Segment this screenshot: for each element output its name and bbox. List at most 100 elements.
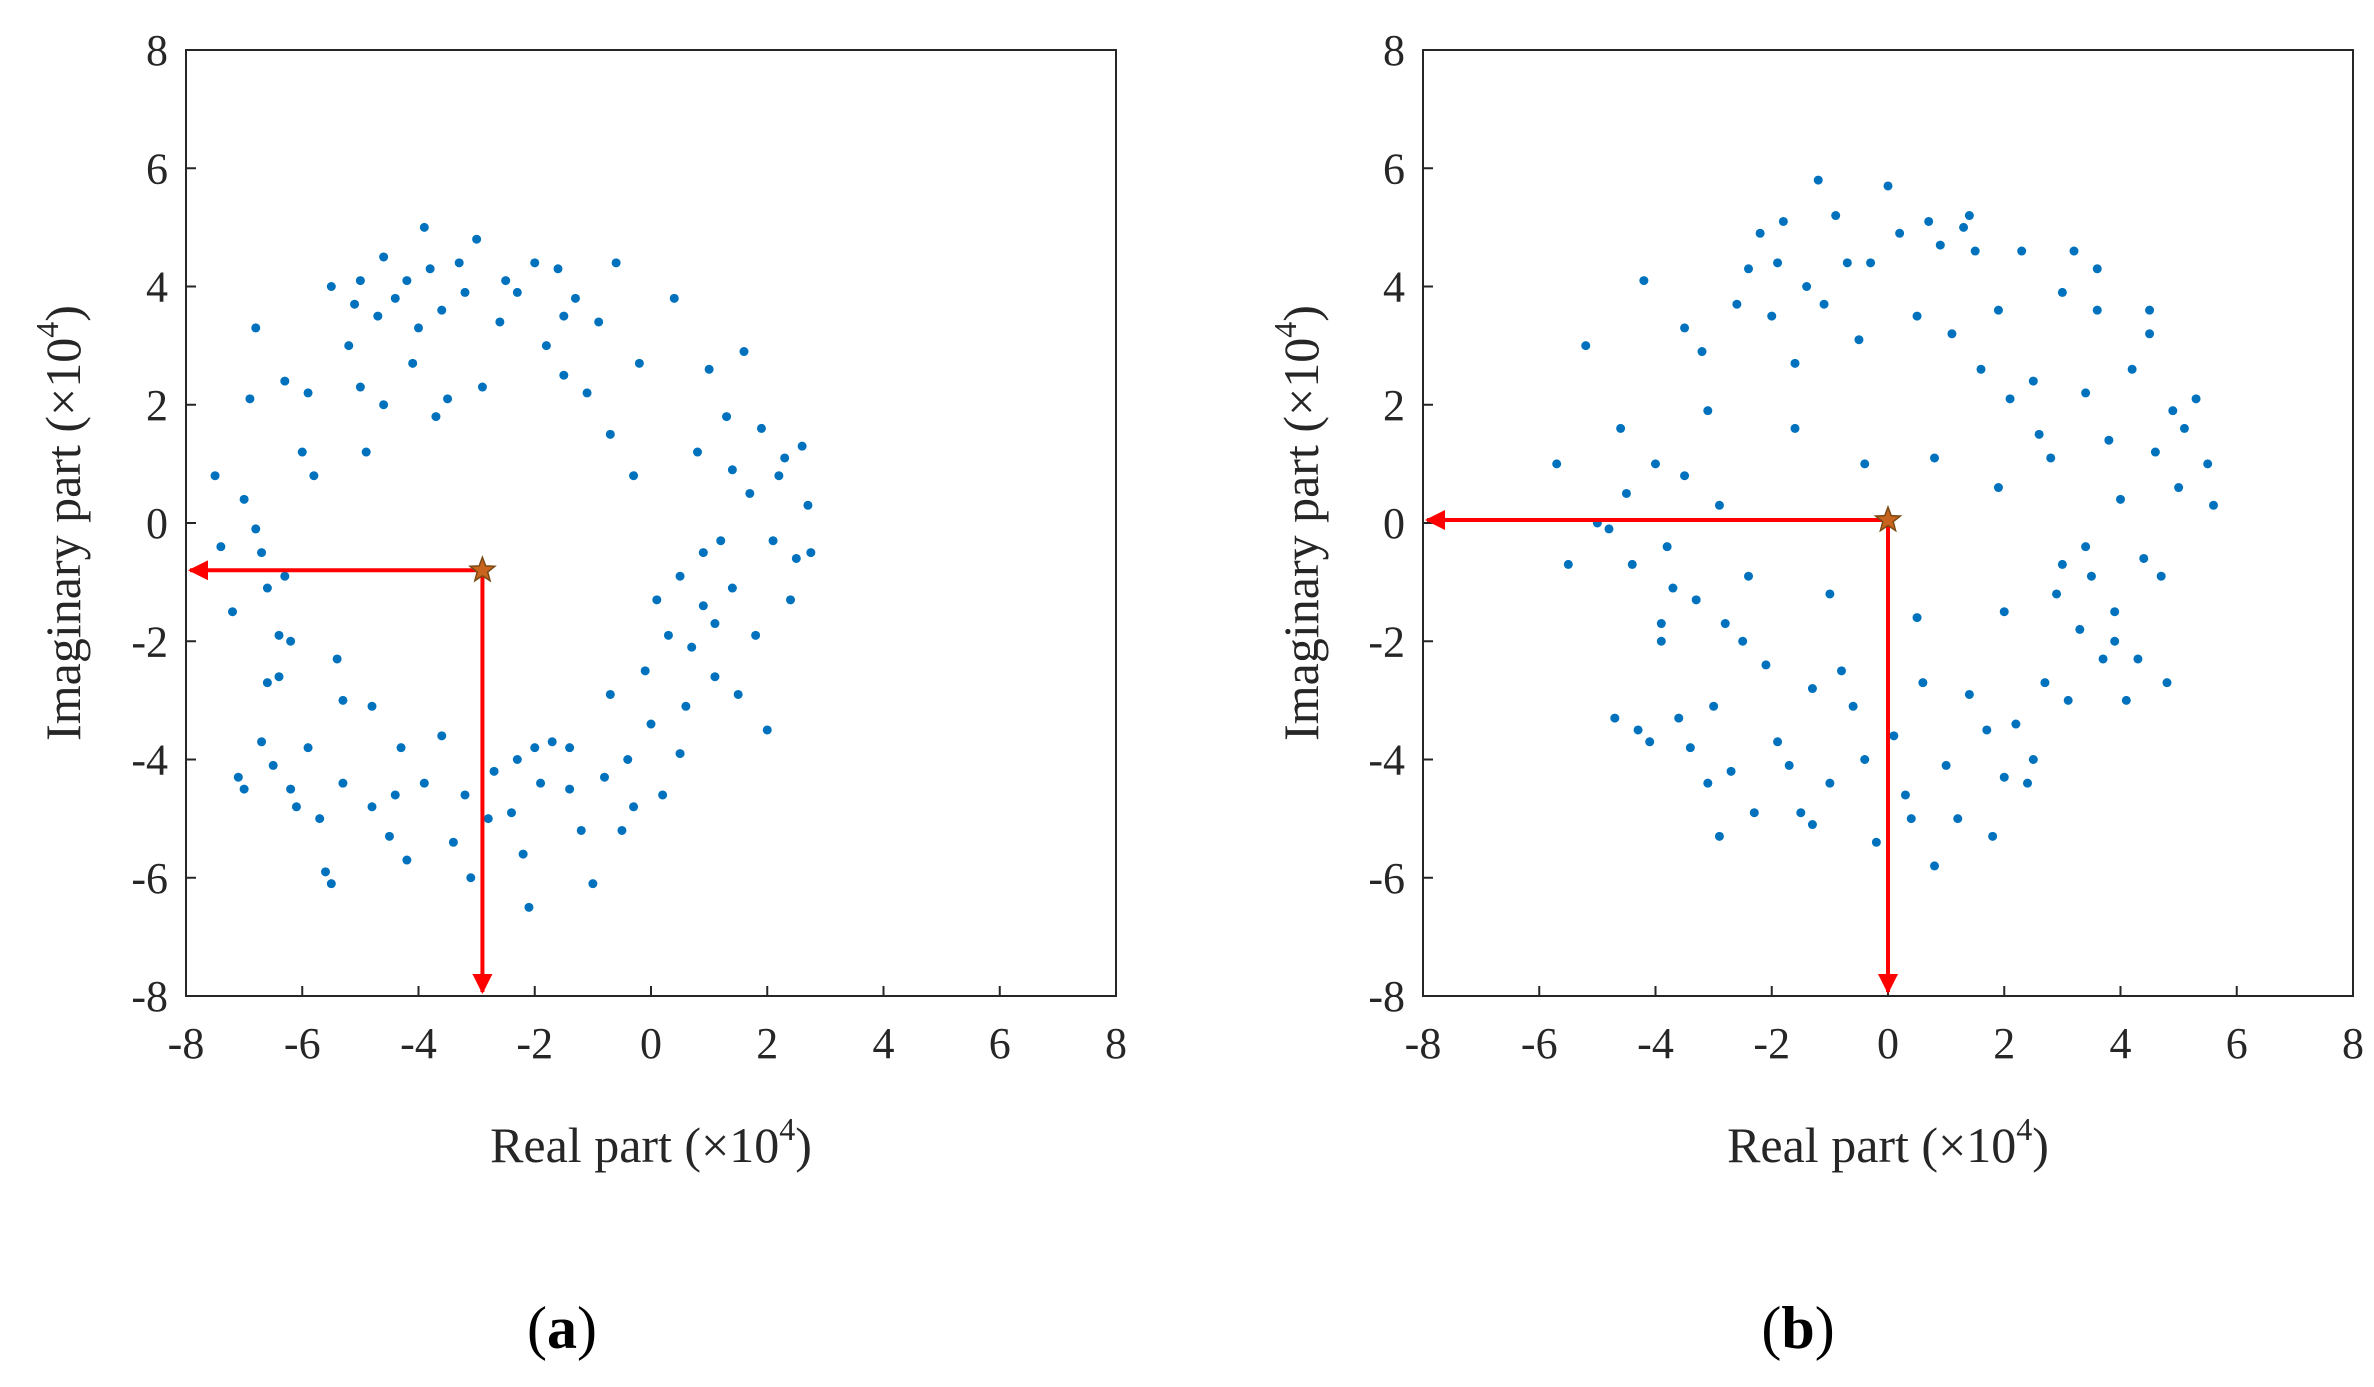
scatter-point bbox=[675, 571, 685, 581]
scatter-point bbox=[1825, 778, 1835, 788]
scatter-point bbox=[1848, 701, 1858, 711]
scatter-point bbox=[1871, 837, 1881, 847]
scatter-point bbox=[605, 429, 615, 439]
x-tick-label: -6 bbox=[1521, 1019, 1558, 1068]
scatter-point bbox=[652, 595, 662, 605]
scatter-point bbox=[693, 447, 702, 457]
scatter-point bbox=[617, 825, 627, 835]
scatter-point bbox=[582, 388, 592, 398]
scatter-point bbox=[2069, 246, 2079, 256]
scatter-point bbox=[384, 831, 394, 841]
scatter-point bbox=[1726, 766, 1736, 776]
scatter-point bbox=[419, 778, 429, 788]
scatter-point bbox=[257, 548, 267, 558]
scatter-point bbox=[1662, 542, 1672, 552]
y-tick-label: 2 bbox=[1383, 381, 1405, 430]
scatter-point bbox=[1651, 459, 1660, 469]
scatter-point bbox=[727, 465, 737, 475]
scatter-point bbox=[2098, 654, 2108, 664]
scatter-point bbox=[2203, 459, 2213, 469]
scatter-point bbox=[2168, 406, 2178, 416]
scatter-point bbox=[1616, 423, 1626, 433]
scatter-point bbox=[1755, 228, 1765, 238]
scatter-point bbox=[2110, 607, 2120, 617]
scatter-point bbox=[623, 755, 633, 764]
panel-b-xlabel: Real part (×104) bbox=[1727, 1111, 2049, 1173]
y-tick-label: -6 bbox=[1368, 854, 1405, 903]
scatter-point bbox=[600, 772, 609, 782]
scatter-point bbox=[1860, 459, 1870, 469]
scatter-point bbox=[1860, 755, 1870, 764]
scatter-point bbox=[1831, 211, 1841, 221]
scatter-point bbox=[1895, 228, 1905, 238]
y-tick-label: -6 bbox=[131, 854, 168, 903]
scatter-point bbox=[791, 553, 801, 563]
scatter-point bbox=[1953, 814, 1963, 824]
scatter-point bbox=[402, 276, 412, 286]
scatter-point bbox=[501, 276, 511, 286]
scatter-point bbox=[605, 689, 615, 699]
scatter-point bbox=[611, 258, 621, 268]
scatter-point bbox=[483, 814, 493, 824]
scatter-point bbox=[291, 802, 301, 812]
scatter-point bbox=[425, 264, 435, 274]
scatter-point bbox=[1854, 335, 1864, 345]
scatter-point bbox=[2145, 305, 2155, 315]
scatter-point bbox=[1680, 323, 1690, 333]
scatter-point bbox=[1988, 831, 1998, 841]
scatter-point bbox=[681, 701, 691, 711]
scatter-point bbox=[710, 619, 720, 629]
x-tick-label: 2 bbox=[756, 1019, 778, 1068]
scatter-point bbox=[1889, 731, 1899, 741]
scatter-point bbox=[1639, 276, 1649, 286]
scatter-point bbox=[1738, 636, 1748, 646]
scatter-point bbox=[518, 849, 528, 859]
scatter-point bbox=[216, 542, 226, 552]
scatter-point bbox=[739, 347, 749, 357]
scatter-point bbox=[1732, 299, 1742, 309]
scatter-point bbox=[710, 672, 720, 682]
scatter-point bbox=[530, 258, 540, 268]
scatter-point bbox=[257, 737, 267, 747]
scatter-point bbox=[1941, 760, 1951, 770]
scatter-point bbox=[704, 364, 714, 374]
scatter-point bbox=[1749, 808, 1759, 818]
scatter-point bbox=[658, 790, 668, 800]
scatter-point bbox=[2162, 678, 2172, 688]
x-tick-label: 4 bbox=[873, 1019, 895, 1068]
scatter-point bbox=[2139, 553, 2149, 563]
scatter-point bbox=[2092, 264, 2102, 274]
scatter-point bbox=[239, 784, 249, 794]
scatter-point bbox=[443, 394, 453, 404]
scatter-point bbox=[756, 423, 766, 433]
scatter-point bbox=[570, 293, 580, 303]
scatter-point bbox=[1825, 589, 1835, 599]
scatter-point bbox=[1778, 216, 1788, 226]
scatter-point bbox=[1976, 364, 1986, 374]
scatter-point bbox=[1685, 743, 1695, 753]
panel-a-ylabel: Imaginary part (×104) bbox=[29, 305, 91, 741]
scatter-point bbox=[326, 879, 336, 889]
scatter-point bbox=[1993, 483, 2003, 493]
scatter-point bbox=[774, 471, 784, 481]
scatter-point bbox=[1674, 713, 1684, 723]
scatter-point bbox=[326, 282, 336, 291]
y-tick-label: 8 bbox=[1383, 26, 1405, 75]
scatter-point bbox=[1930, 861, 1939, 871]
y-tick-label: 6 bbox=[146, 144, 168, 193]
y-tick-label: -8 bbox=[1368, 972, 1405, 1021]
scatter-point bbox=[1703, 778, 1713, 788]
scatter-point bbox=[2034, 429, 2044, 439]
scatter-point bbox=[1999, 772, 2009, 782]
scatter-point bbox=[1633, 725, 1643, 735]
scatter-point bbox=[716, 536, 726, 546]
scatter-point bbox=[698, 601, 708, 611]
scatter-point bbox=[2005, 394, 2015, 404]
scatter-point bbox=[2011, 719, 2021, 729]
scatter-point bbox=[2046, 453, 2056, 463]
scatter-point bbox=[1691, 595, 1701, 605]
scatter-point bbox=[1656, 636, 1666, 646]
scatter-point bbox=[1744, 264, 1753, 274]
y-tick-label: -2 bbox=[1368, 617, 1405, 666]
scatter-point bbox=[576, 825, 586, 835]
